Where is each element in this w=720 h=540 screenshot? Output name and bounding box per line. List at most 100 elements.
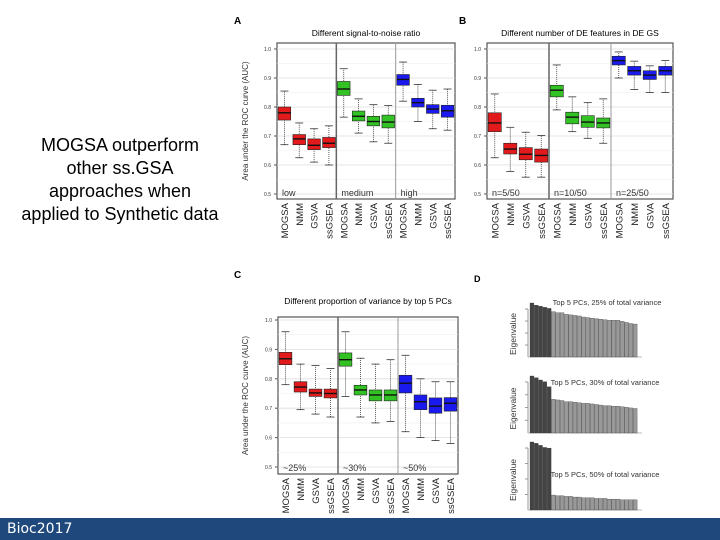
panel-c-boxplot: C Different proportion of variance by top… (234, 270, 459, 514)
x-tick-label: GSVA (583, 202, 594, 228)
y-axis-label: Eigenvalue (508, 313, 518, 355)
eigenvalue-bar (585, 317, 590, 358)
eigenvalue-bar (594, 498, 599, 511)
y-tick-label: 0.9 (265, 347, 272, 353)
panel-b-boxplot: B Different number of DE features in DE G… (459, 16, 674, 239)
eigenvalue-bar (559, 312, 565, 358)
eigenvalue-bar (624, 499, 629, 511)
y-axis-label: Eigenvalue (508, 387, 518, 429)
eigenvalue-bar (590, 403, 595, 434)
eigenvalue-bar (551, 399, 556, 434)
plot-area (277, 316, 459, 475)
box (487, 112, 502, 132)
eigenvalue-bar (624, 322, 629, 358)
eigenvalue-bar (628, 499, 633, 511)
eigenvalue-bar (572, 402, 578, 434)
y-axis-label: Area under the ROC curve (AUC) (241, 336, 250, 455)
panel-a-boxplot: A Different signal-to-noise ratio 0.5 0.6 0.… (234, 16, 456, 239)
x-tick-label: ssGSEA (599, 202, 610, 239)
panel-letter: A (234, 16, 241, 27)
x-tick-label: MOGSA (552, 202, 563, 238)
eigenvalue-bar (598, 404, 603, 434)
eigenvalue-bar (555, 312, 560, 358)
eigenvalue-bar (529, 375, 535, 434)
chart-title: Different number of DE features in DE GS (501, 28, 659, 38)
x-tick-label: MOGSA (401, 477, 412, 513)
eigenvalue-bar (559, 495, 565, 511)
x-tick-label: NMM (354, 203, 365, 226)
x-tick-label: ssGSEA (443, 202, 454, 239)
eigenvalue-bar (594, 318, 599, 358)
eigenvalue-bar (611, 498, 616, 511)
y-tick-label: 0.9 (474, 76, 481, 82)
eigenvalue-bar (542, 381, 547, 434)
eigenvalue-bar (577, 402, 582, 434)
eigenvalue-bar (628, 407, 633, 434)
x-tick-label: ssGSEA (384, 202, 395, 239)
eigenvalue-bar (585, 403, 590, 434)
group-label: n=5/50 (492, 188, 520, 198)
eigenvalue-bar (607, 405, 612, 434)
eigenvalue-bar (581, 497, 586, 511)
y-tick-label: 1.0 (474, 47, 481, 53)
eigenvalue-bar (598, 319, 603, 358)
box (292, 134, 306, 146)
eigenvalue-bar (620, 321, 625, 358)
group-label: low (282, 188, 296, 198)
x-tick-label: MOGSA (339, 202, 350, 238)
x-tick-label: GSVA (310, 202, 321, 228)
x-tick-label: ssGSEA (326, 477, 337, 514)
box (549, 84, 564, 98)
box (307, 138, 321, 150)
slide-body-text: MOGSA outperform other ss.GSA approaches… (21, 135, 219, 224)
box (322, 137, 336, 148)
eigenvalue-bar (555, 495, 560, 511)
subplot-title: Top 5 PCs, 30% of total variance (551, 378, 660, 387)
x-tick-label: GSVA (371, 477, 382, 503)
y-axis-label: Area under the ROC curve (AUC) (241, 61, 250, 180)
eigenvalue-bar (577, 315, 582, 358)
y-tick-label: 0.5 (264, 192, 271, 198)
x-tick-label: NMM (296, 478, 307, 501)
eigenvalue-bar (534, 377, 539, 434)
eigenvalue-bar (602, 498, 608, 511)
y-tick-label: 0.8 (265, 377, 272, 383)
eigenvalue-bar (633, 408, 638, 434)
plot-area (276, 42, 456, 200)
eigenvalue-bar (590, 317, 595, 358)
panel-d-eigenvalue-bars: D Eigenvalue Top 5 PCs, 25% of total varia… (474, 274, 661, 511)
group-label: ~30% (343, 463, 366, 473)
y-tick-label: 0.7 (264, 134, 271, 140)
eigenvalue-bar (598, 498, 603, 511)
x-tick-label: GSVA (311, 477, 322, 503)
eigenvalue-bar (607, 498, 612, 511)
y-tick-label: 0.5 (265, 465, 272, 471)
box (443, 397, 458, 412)
eigenvalue-bar (590, 497, 595, 511)
box (565, 111, 580, 125)
y-tick-label: 0.8 (264, 105, 271, 111)
y-axis-label: Eigenvalue (508, 459, 518, 501)
eigenvalue-bar (633, 323, 638, 358)
eigenvalue-bar (538, 445, 543, 511)
eigenvalue-bar (538, 379, 543, 434)
eigenvalue-bar (559, 400, 565, 434)
group-label: ~50% (403, 463, 426, 473)
eigenvalue-bar (551, 311, 556, 358)
eigenvalue-bar (538, 306, 543, 358)
eigenvalue-bar (577, 496, 582, 511)
eigenvalue-bar (564, 401, 569, 434)
chart-title: Different signal-to-noise ratio (312, 28, 421, 38)
eigenvalue-bar (602, 405, 608, 434)
x-tick-label: NMM (416, 478, 427, 501)
x-tick-label: MOGSA (341, 477, 352, 513)
eigenvalue-bar (581, 403, 586, 434)
panel-letter: D (474, 274, 481, 284)
eigenvalue-bar (564, 496, 569, 511)
eigenvalue-bar (615, 498, 621, 511)
eigenvalue-bar (542, 447, 547, 511)
eigenvalue-bar (633, 499, 638, 511)
y-tick-label: 0.7 (265, 406, 272, 412)
eigenvalue-bar (620, 406, 625, 434)
eigenvalue-bar (620, 499, 625, 511)
